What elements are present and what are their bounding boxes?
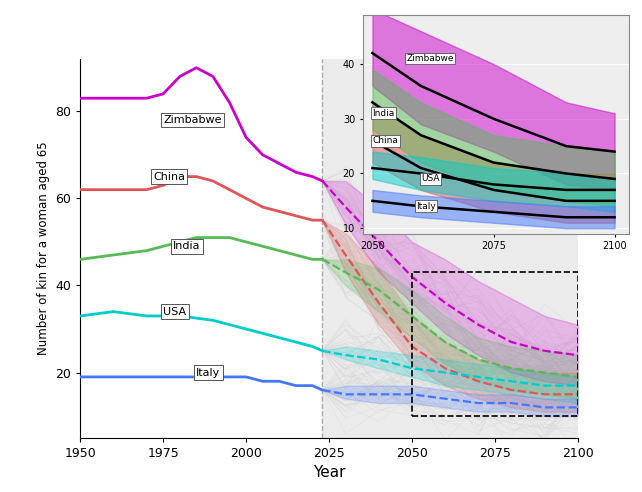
Text: Zimbabwe: Zimbabwe: [163, 115, 221, 125]
Text: Zimbabwe: Zimbabwe: [406, 54, 454, 63]
Text: USA: USA: [421, 175, 439, 184]
Text: India: India: [173, 241, 201, 251]
Bar: [412, 273, 578, 416]
Y-axis label: Number of kin for a woman aged 65: Number of kin for a woman aged 65: [37, 142, 49, 355]
Bar: [322, 59, 578, 438]
Text: Italy: Italy: [416, 202, 436, 211]
Text: Italy: Italy: [196, 368, 221, 377]
Text: China: China: [153, 172, 186, 182]
Text: China: China: [372, 136, 398, 145]
X-axis label: Year: Year: [313, 465, 345, 481]
Text: India: India: [372, 109, 395, 118]
Text: USA: USA: [163, 307, 186, 316]
